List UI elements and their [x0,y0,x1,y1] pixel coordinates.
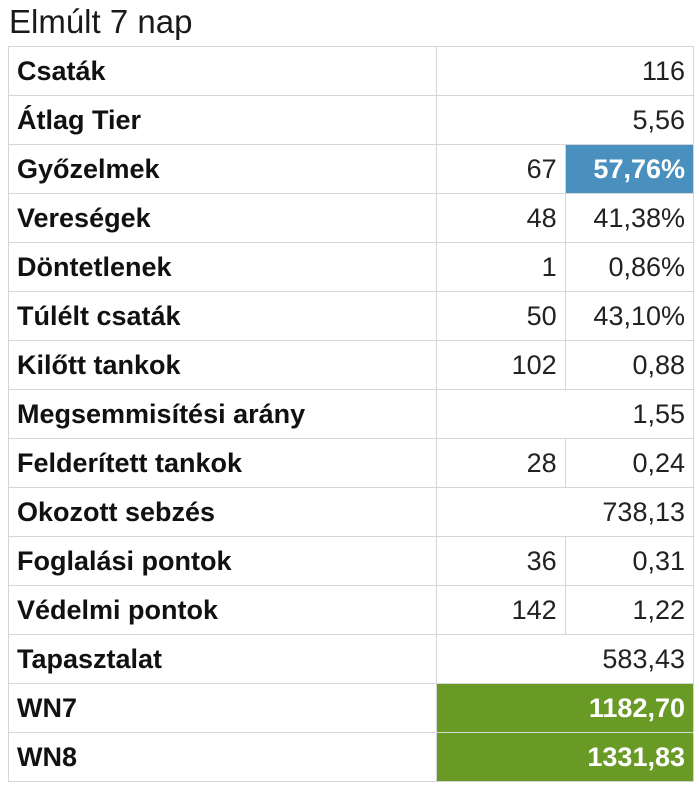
table-row: Vereségek 48 41,38% [7,193,695,243]
row-value: 738,13 [436,487,694,537]
table-row: Átlag Tier 5,56 [7,95,694,145]
row-label: Csaták [7,46,438,96]
row-label: Átlag Tier [7,95,438,145]
row-label: Megsemmisítési arány [7,389,438,439]
row-label: Győzelmek [7,144,438,194]
row-value: 0,86% [564,242,695,292]
win-rate-highlight: 57,76% [564,144,695,194]
row-value: 116 [436,46,694,96]
table-row: WN7 1182,70 [7,683,694,733]
row-value: 0,88 [564,340,695,390]
table-row: Megsemmisítési arány 1,55 [7,389,694,439]
table-row: Csaták 116 [7,46,694,96]
row-value: 1,22 [564,585,695,635]
row-count: 142 [436,585,566,635]
row-count: 50 [436,291,566,341]
row-count: 67 [436,144,566,194]
stats-table: Csaták 116 Átlag Tier 5,56 Győzelmek 67 … [7,46,695,782]
row-label: WN7 [7,683,438,733]
table-row: WN8 1331,83 [7,732,694,782]
table-row: Döntetlenek 1 0,86% [7,242,695,292]
table-row: Túlélt csaták 50 43,10% [7,291,695,341]
table-row: Foglalási pontok 36 0,31 [7,536,695,586]
row-value: 5,56 [436,95,694,145]
table-row: Tapasztalat 583,43 [7,634,694,684]
row-value: 583,43 [436,634,694,684]
row-count: 28 [436,438,566,488]
row-count: 1 [436,242,566,292]
row-value: 41,38% [564,193,695,243]
row-count: 48 [436,193,566,243]
row-count: 36 [436,536,566,586]
table-row: Győzelmek 67 57,76% [7,144,695,194]
page-title: Elmúlt 7 nap [9,3,193,40]
wn7-rating-highlight: 1182,70 [436,683,694,733]
row-label: Kilőtt tankok [7,340,438,390]
table-row: Kilőtt tankok 102 0,88 [7,340,695,390]
row-label: Foglalási pontok [7,536,438,586]
row-label: Vereségek [7,193,438,243]
row-value: 1,55 [436,389,694,439]
row-label: Tapasztalat [7,634,438,684]
table-row: Felderített tankok 28 0,24 [7,438,695,488]
row-label: Védelmi pontok [7,585,438,635]
row-value: 0,31 [564,536,695,586]
row-value: 43,10% [564,291,695,341]
row-label: WN8 [7,732,438,782]
wn8-rating-highlight: 1331,83 [436,732,694,782]
row-label: Felderített tankok [7,438,438,488]
row-label: Okozott sebzés [7,487,438,537]
table-row: Okozott sebzés 738,13 [7,487,694,537]
row-count: 102 [436,340,566,390]
row-value: 0,24 [564,438,695,488]
table-row: Védelmi pontok 142 1,22 [7,585,695,635]
row-label: Döntetlenek [7,242,438,292]
row-label: Túlélt csaták [7,291,438,341]
